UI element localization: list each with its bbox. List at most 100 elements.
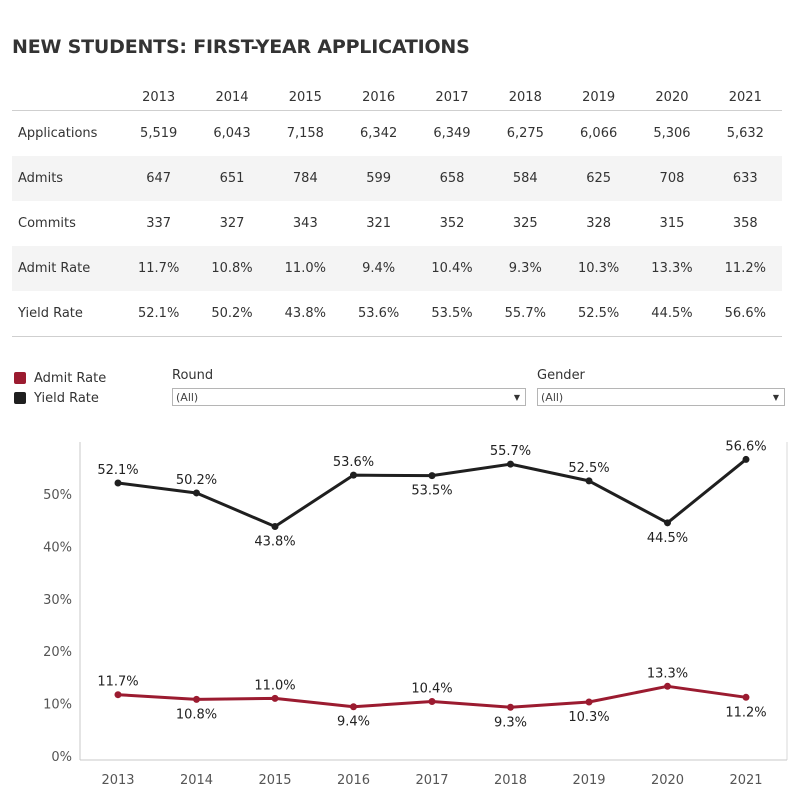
round-select-value: (All) bbox=[176, 390, 199, 404]
table-cell: 315 bbox=[659, 216, 685, 231]
table-cell: 6,275 bbox=[506, 126, 544, 141]
data-label: 13.3% bbox=[647, 666, 688, 681]
data-point bbox=[585, 477, 593, 485]
data-point bbox=[271, 522, 279, 530]
round-select[interactable]: (All) ▼ bbox=[172, 388, 526, 406]
table-row-commits: Commits 337 327 343 321 352 325 328 315 … bbox=[12, 201, 782, 246]
data-point bbox=[742, 693, 750, 701]
year-header: 2018 bbox=[508, 89, 542, 105]
table-cell: 53.6% bbox=[357, 306, 400, 321]
x-tick-label: 2018 bbox=[494, 773, 527, 788]
table-cell: 5,306 bbox=[653, 126, 691, 141]
data-point bbox=[507, 703, 514, 711]
table-cell: 9.4% bbox=[362, 261, 396, 276]
table-cell: 321 bbox=[366, 216, 392, 231]
data-point bbox=[585, 698, 593, 706]
table-cell: 6,349 bbox=[433, 126, 471, 141]
data-point bbox=[193, 695, 200, 703]
legend-label: Yield Rate bbox=[34, 390, 99, 406]
gender-filter: Gender (All) ▼ bbox=[537, 368, 785, 406]
table-cell: 784 bbox=[292, 171, 318, 186]
data-label: 53.5% bbox=[411, 484, 452, 499]
table-row-admits: Admits 647 651 784 599 658 584 625 708 6… bbox=[12, 156, 782, 201]
data-label: 11.2% bbox=[725, 705, 766, 720]
x-tick-label: 2013 bbox=[101, 773, 134, 788]
gender-filter-label: Gender bbox=[537, 368, 585, 383]
legend-swatch bbox=[14, 392, 26, 404]
legend-swatch bbox=[14, 372, 26, 384]
table-corner bbox=[12, 84, 122, 111]
year-header: 2017 bbox=[435, 89, 469, 105]
x-tick-label: 2017 bbox=[415, 773, 448, 788]
table-cell: 52.1% bbox=[138, 306, 180, 321]
data-label: 44.5% bbox=[647, 531, 688, 546]
data-label: 11.0% bbox=[254, 678, 295, 693]
table-cell: 11.0% bbox=[284, 261, 326, 276]
data-label: 56.6% bbox=[725, 439, 766, 454]
data-label: 9.3% bbox=[494, 715, 527, 730]
table-cell: 343 bbox=[292, 216, 318, 231]
data-point bbox=[664, 682, 671, 690]
x-tick-label: 2020 bbox=[651, 773, 684, 788]
table-cell: 9.3% bbox=[508, 261, 542, 276]
data-point bbox=[507, 460, 514, 468]
legend-item-yield-rate[interactable]: Yield Rate bbox=[14, 388, 106, 408]
data-label: 10.3% bbox=[568, 710, 609, 725]
year-header: 2014 bbox=[215, 89, 249, 105]
table-cell: 52.5% bbox=[577, 306, 620, 321]
table-cell: 5,519 bbox=[140, 126, 178, 141]
table-cell: 584 bbox=[512, 171, 538, 186]
year-header: 2019 bbox=[582, 89, 616, 105]
table-cell: 6,043 bbox=[213, 126, 251, 141]
table-cell: 56.6% bbox=[724, 306, 766, 321]
year-header: 2021 bbox=[728, 89, 762, 105]
data-point bbox=[271, 694, 279, 702]
gender-select[interactable]: (All) ▼ bbox=[537, 388, 785, 406]
y-tick-label: 50% bbox=[43, 488, 72, 503]
table-cell: 651 bbox=[219, 171, 245, 186]
table-cell: 11.7% bbox=[138, 261, 180, 276]
data-label: 52.5% bbox=[568, 461, 609, 476]
data-label: 52.1% bbox=[97, 463, 138, 478]
year-header: 2020 bbox=[655, 89, 689, 105]
data-label: 10.4% bbox=[411, 682, 452, 697]
table-cell: 10.8% bbox=[211, 261, 253, 276]
table-cell: 647 bbox=[146, 171, 172, 186]
row-label: Yield Rate bbox=[18, 306, 83, 321]
table-cell: 6,342 bbox=[360, 126, 398, 141]
data-point bbox=[193, 489, 200, 497]
legend-label: Admit Rate bbox=[34, 370, 107, 386]
year-header: 2015 bbox=[288, 89, 322, 105]
y-tick-label: 30% bbox=[43, 593, 72, 608]
y-tick-label: 20% bbox=[43, 645, 72, 660]
data-point bbox=[350, 471, 357, 479]
table-cell: 43.8% bbox=[284, 306, 326, 321]
data-label: 50.2% bbox=[176, 473, 217, 488]
table-cell: 325 bbox=[512, 216, 538, 231]
row-label: Admit Rate bbox=[18, 261, 91, 276]
data-label: 53.6% bbox=[333, 455, 374, 470]
table-cell: 337 bbox=[146, 216, 172, 231]
table-cell: 708 bbox=[659, 171, 685, 186]
table-row-yield-rate: Yield Rate 52.1% 50.2% 43.8% 53.6% 53.5%… bbox=[12, 291, 782, 337]
data-point bbox=[350, 703, 357, 711]
x-tick-label: 2015 bbox=[258, 773, 291, 788]
table-cell: 328 bbox=[586, 216, 612, 231]
data-point bbox=[114, 479, 122, 487]
table-cell: 10.3% bbox=[577, 261, 620, 276]
data-point bbox=[428, 472, 436, 480]
rates-line-chart: 0% 10% 20% 30% 40% 50% 2013 2014 2015 2016 2017 201… bbox=[43, 439, 788, 788]
data-label: 11.7% bbox=[97, 675, 138, 690]
data-point bbox=[742, 455, 750, 463]
table-cell: 358 bbox=[732, 216, 758, 231]
table-cell: 6,066 bbox=[580, 126, 618, 141]
y-tick-label: 0% bbox=[51, 750, 72, 765]
round-filter-label: Round bbox=[172, 368, 214, 383]
caret-down-icon: ▼ bbox=[772, 392, 779, 402]
x-tick-label: 2014 bbox=[180, 773, 213, 788]
chart-legend: Admit Rate Yield Rate bbox=[14, 368, 106, 408]
table-cell: 5,632 bbox=[726, 126, 764, 141]
legend-item-admit-rate[interactable]: Admit Rate bbox=[14, 368, 106, 388]
table-cell: 327 bbox=[219, 216, 245, 231]
data-label: 43.8% bbox=[254, 534, 295, 549]
